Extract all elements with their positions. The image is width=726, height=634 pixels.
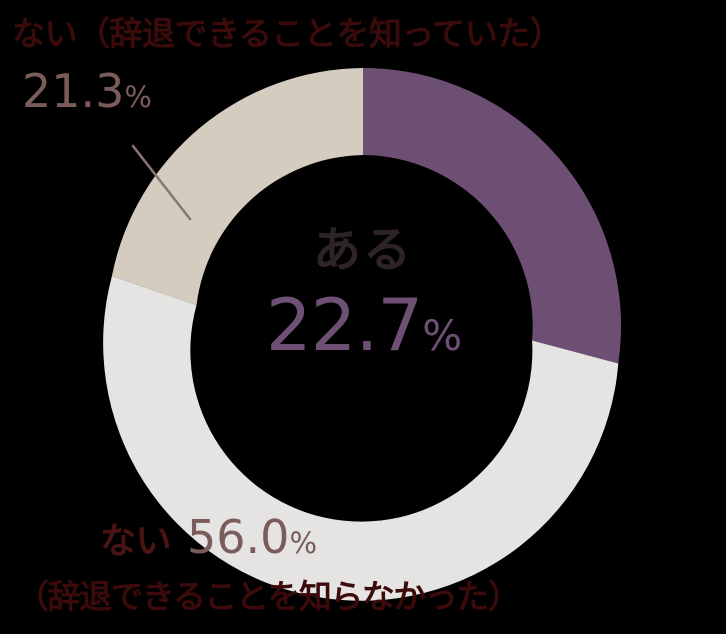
percent-sign: % bbox=[289, 526, 317, 560]
center-category-title: ある bbox=[312, 222, 413, 278]
callout-label-nai-unknown: ない 56.0% bbox=[100, 514, 317, 562]
slice-aru[interactable] bbox=[363, 67, 622, 364]
callout-label-nai-known-value: 21.3% bbox=[22, 68, 152, 114]
callout-leader-line-icon bbox=[131, 144, 192, 221]
percent-sign: % bbox=[422, 311, 462, 361]
callout-label-nai-unknown-sub: （辞退できることを知らなかった） bbox=[16, 577, 521, 616]
leader-line-group bbox=[131, 144, 192, 221]
slice-nai-unknown[interactable] bbox=[103, 275, 619, 601]
callout-label-nai-known-title: ない（辞退できることを知っていた） bbox=[12, 14, 563, 53]
percent-sign: % bbox=[124, 80, 152, 114]
donut-center-label: ある 22.7% bbox=[193, 222, 533, 362]
donut-slices bbox=[103, 67, 622, 601]
center-value: 22.7% bbox=[193, 289, 533, 361]
callout-label-nai-unknown-word: ない bbox=[100, 521, 172, 562]
value-number: 21.3 bbox=[22, 64, 125, 118]
value-number: 22.7 bbox=[265, 283, 423, 368]
slice-nai-known[interactable] bbox=[111, 68, 363, 306]
callout-label-nai-unknown-value: 56.0% bbox=[187, 514, 317, 560]
value-number: 56.0 bbox=[187, 510, 290, 564]
